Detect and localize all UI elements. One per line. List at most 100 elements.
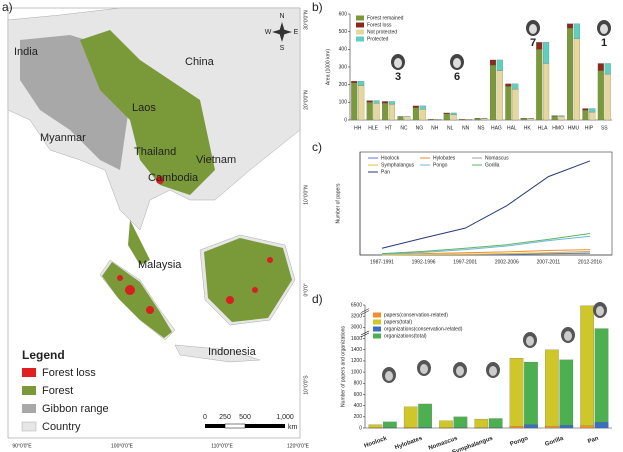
compass-label: N [279, 13, 284, 20]
bar-segment [388, 101, 395, 105]
x-tick-label: Pongo [509, 436, 529, 448]
scale-label: 1,000 [276, 414, 294, 421]
scale-label: 500 [239, 414, 251, 421]
x-tick-label: HMU [568, 125, 580, 131]
legend-swatch [373, 319, 381, 325]
bar [403, 406, 418, 429]
legend-label: Not protected [367, 29, 397, 35]
bar-segment [536, 49, 543, 121]
legend-label: Forest remained [367, 15, 404, 21]
bar-segment [382, 103, 389, 121]
legend-label: Forest loss [42, 367, 96, 379]
bar-segment [450, 114, 457, 121]
lon-label: 100°0'0"E [111, 443, 134, 449]
map-panel: Legend Forest loss Forest Gibbon range C… [7, 7, 301, 439]
compass-label: E [294, 29, 299, 36]
x-tick-label: Hylobates [394, 436, 424, 452]
legend-label: Forest [42, 385, 73, 397]
bar-segment [589, 108, 596, 113]
country-label: Cambodia [148, 172, 199, 184]
legend-swatch [356, 22, 364, 28]
bar-segment [582, 108, 589, 111]
legend-label: Gibbon range [42, 403, 109, 415]
bar-segment [505, 83, 512, 87]
legend-label: Hoolock [381, 155, 400, 161]
legend-swatch [356, 15, 364, 21]
bar [524, 424, 538, 429]
bar-segment [573, 38, 580, 121]
bar-segment [604, 73, 611, 121]
lon-label: 110°0'0"E [211, 443, 233, 449]
primate-face [394, 58, 402, 68]
bar-segment [412, 107, 419, 121]
bar [418, 427, 432, 429]
legend-label: Hylobates [433, 155, 456, 161]
bar-segment [589, 111, 596, 121]
bar [418, 403, 432, 429]
panel-label: b) [312, 0, 323, 14]
y-tick-label: 3000 [351, 325, 362, 331]
legend-swatch [373, 333, 381, 339]
country-label: India [14, 46, 39, 58]
lon-label: 120°0'0"E [287, 443, 310, 449]
bar [509, 426, 524, 429]
y-tick-label: 1400 [351, 347, 362, 353]
y-tick-label: 1200 [351, 358, 362, 364]
bar-segment [412, 105, 419, 108]
bar-segment [351, 82, 358, 121]
country-label: China [185, 56, 215, 68]
y-tick-label: 1600 [351, 336, 362, 342]
x-tick-label: 1997-2001 [453, 259, 477, 265]
primate-face [526, 336, 534, 346]
primate-face [453, 58, 461, 68]
x-tick-label: 1992-1996 [412, 259, 436, 265]
bar-segment [573, 23, 580, 39]
legend-label: organizations(total) [384, 333, 427, 339]
lat-label: 0°0'0" [303, 283, 309, 296]
scale-label: 250 [219, 414, 231, 421]
primate-face [596, 306, 604, 316]
scale-label: 0 [203, 414, 207, 421]
x-tick-label: NG [416, 125, 424, 131]
bar-segment [505, 86, 512, 121]
legend-label: papers(total) [384, 319, 412, 325]
y-tick-label: 600 [339, 11, 348, 17]
country-label: Laos [132, 102, 156, 114]
legend-swatch [373, 326, 381, 332]
bar [559, 425, 574, 429]
bar-segment [465, 119, 473, 121]
y-tick-label: 1000 [351, 369, 362, 375]
scale-unit: km [288, 424, 298, 431]
x-tick-label: NN [462, 125, 470, 131]
x-tick-label: HMO [552, 125, 564, 131]
x-tick-label: Symphalangus [452, 436, 495, 452]
bar-segment [496, 70, 503, 121]
line [381, 233, 591, 255]
bar-segment [373, 103, 380, 121]
legend-label: Protected [367, 36, 389, 42]
bar [509, 358, 524, 429]
legend-label: Gorilla [485, 162, 500, 168]
panel-label: a) [2, 0, 13, 14]
bar-segment [543, 63, 550, 121]
legend-swatch [356, 36, 364, 42]
y-tick-label: 300 [339, 64, 348, 70]
bar-segment [428, 119, 435, 121]
primate-face [564, 331, 572, 341]
bar [594, 328, 609, 429]
legend-label: Pongo [433, 162, 448, 168]
country-label: Thailand [134, 146, 176, 158]
bar [488, 418, 503, 429]
line [381, 235, 591, 255]
primate-face [600, 24, 608, 34]
legend-title: Legend [22, 348, 65, 362]
primate-face [385, 371, 393, 381]
x-tick-label: HK [524, 125, 532, 131]
legend-label: Pan [381, 169, 390, 175]
legend-label: papers(conservation-related) [384, 312, 448, 318]
bar-segment [397, 116, 404, 121]
annotation: 3 [395, 71, 401, 83]
bar [368, 424, 383, 429]
bar-segment [358, 85, 365, 121]
